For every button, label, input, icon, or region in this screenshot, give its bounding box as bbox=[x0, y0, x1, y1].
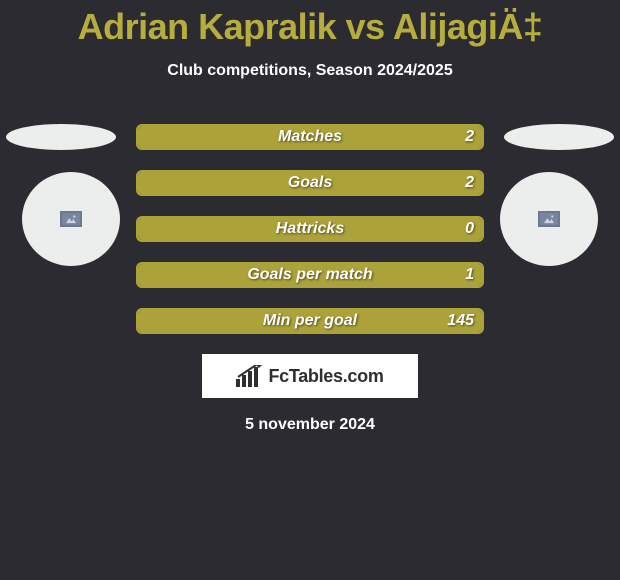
stat-label: Matches bbox=[138, 126, 482, 148]
stat-label: Goals per match bbox=[138, 264, 482, 286]
brand-box[interactable]: FcTables.com bbox=[202, 354, 418, 398]
subtitle: Club competitions, Season 2024/2025 bbox=[0, 62, 620, 80]
stat-row: Min per goal145 bbox=[136, 308, 484, 334]
stat-row: Hattricks0 bbox=[136, 216, 484, 242]
stats-area: Matches2Goals2Hattricks0Goals per match1… bbox=[0, 124, 620, 334]
placeholder-image-icon bbox=[538, 211, 560, 227]
stat-value-right: 2 bbox=[465, 126, 474, 148]
stat-row: Goals per match1 bbox=[136, 262, 484, 288]
player-right-ellipse bbox=[504, 124, 614, 150]
player-left-ellipse bbox=[6, 124, 116, 150]
brand-text: FcTables.com bbox=[268, 366, 383, 387]
stat-label: Hattricks bbox=[138, 218, 482, 240]
brand-chart-icon bbox=[236, 365, 262, 387]
stat-value-right: 2 bbox=[465, 172, 474, 194]
stat-row: Matches2 bbox=[136, 124, 484, 150]
player-left-badge bbox=[22, 172, 120, 266]
stat-value-right: 145 bbox=[447, 310, 474, 332]
placeholder-image-icon bbox=[60, 211, 82, 227]
stat-row: Goals2 bbox=[136, 170, 484, 196]
stat-label: Goals bbox=[138, 172, 482, 194]
stat-value-right: 0 bbox=[465, 218, 474, 240]
player-right-badge bbox=[500, 172, 598, 266]
page-title: Adrian Kapralik vs AlijagiÄ‡ bbox=[0, 0, 620, 48]
stat-label: Min per goal bbox=[138, 310, 482, 332]
stat-value-right: 1 bbox=[465, 264, 474, 286]
date-line: 5 november 2024 bbox=[0, 416, 620, 434]
